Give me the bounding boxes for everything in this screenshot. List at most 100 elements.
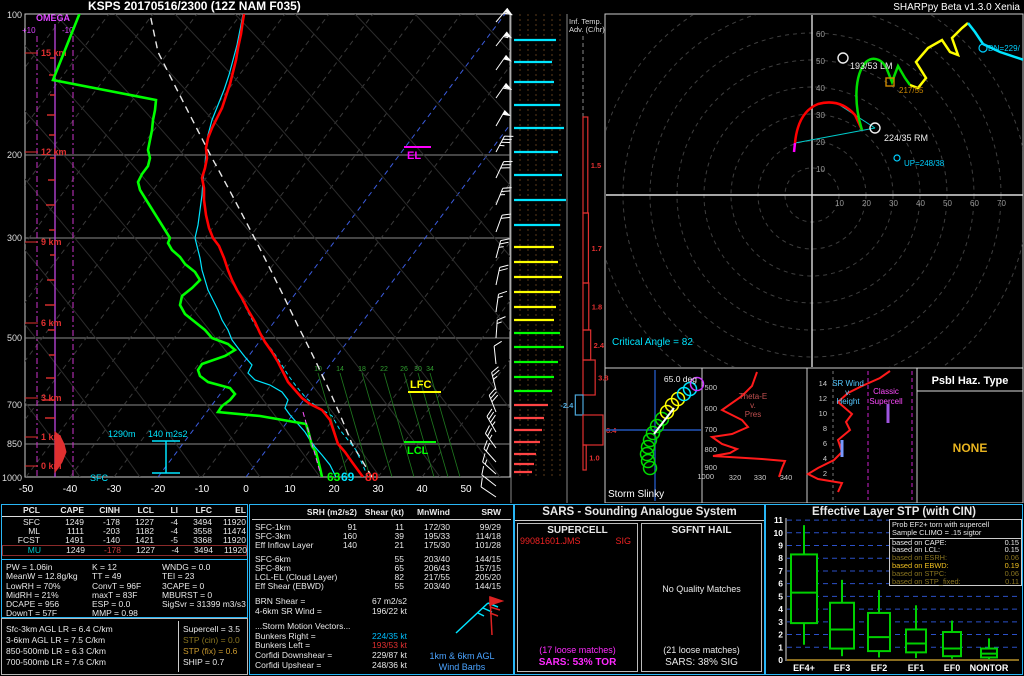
sounding-canvas[interactable]: KSPS 20170516/2300 (12Z NAM F035) SHARPp… — [0, 0, 1024, 504]
svg-text:500: 500 — [7, 333, 22, 343]
svg-text:3 km: 3 km — [41, 393, 62, 403]
sfc-label: SFC — [90, 473, 109, 483]
svg-text:10: 10 — [314, 366, 322, 373]
sfc-dewpoint-value: 63 — [327, 470, 341, 484]
stp-y-tick: 10 — [774, 528, 784, 538]
stp-y-tick: 7 — [778, 566, 783, 576]
temp-adv-bar — [582, 444, 587, 471]
svg-text:0: 0 — [243, 484, 249, 495]
kinem-row: SFC-3km 160 39 195/33 114/18 — [255, 531, 501, 541]
stp-y-tick: 0 — [778, 655, 783, 665]
svg-text:340: 340 — [780, 473, 793, 482]
svg-text:Classic: Classic — [873, 387, 899, 396]
thetae-panel[interactable] — [709, 371, 787, 478]
wind-barb — [495, 316, 506, 339]
inflow-depth-label: 1290m — [108, 429, 136, 439]
temp-adv-bar — [582, 116, 589, 214]
stp-category-label: EF3 — [834, 663, 851, 673]
svg-text:1000: 1000 — [697, 472, 714, 481]
svg-text:1000: 1000 — [2, 473, 22, 483]
svg-text:14: 14 — [819, 379, 827, 388]
slinky-ring — [642, 432, 658, 448]
svg-text:30: 30 — [372, 484, 384, 495]
cloud-layer-wind-label: 217/55 — [899, 86, 924, 95]
svg-text:Supercell: Supercell — [869, 397, 903, 406]
thermo-col3: WNDG = 0.0 TEI = 23 3CAPE = 0 MBURST = 0 Si… — [162, 562, 246, 610]
stp-category-label: NONTOR — [970, 663, 1009, 673]
storm-slinky-panel[interactable] — [606, 370, 705, 501]
srwind-panel[interactable] — [805, 370, 913, 500]
temp-adv-value: 1.5 — [591, 161, 601, 170]
svg-text:320: 320 — [729, 473, 742, 482]
omega-panel — [36, 24, 74, 477]
wind-barb — [495, 54, 512, 71]
corfidi-up-row: Corfidi Upshear = 248/36 kt — [255, 659, 407, 670]
hodograph-canvas[interactable] — [596, 0, 1024, 411]
svg-text:2: 2 — [823, 469, 827, 478]
svg-text:20: 20 — [328, 484, 340, 495]
level-markers: EL LFC LCL SFC 63 69 80 — [90, 146, 441, 484]
svg-text:30: 30 — [816, 111, 825, 120]
svg-text:1 km: 1 km — [41, 432, 62, 442]
parcel-table-panel[interactable]: PCL CAPE CINH LCL LI LFC EL SFC 1249 -178 122… — [1, 504, 248, 560]
thermo-indices-panel[interactable]: PW = 1.06in MeanW = 12.8g/kg LowRH = 70% M… — [1, 559, 248, 618]
svg-text:100: 100 — [7, 10, 22, 20]
effective-inflow-marker — [152, 440, 180, 474]
parcel-row-fcst[interactable]: FCST 1491 -140 1421 -5 3368 11920 — [17, 535, 246, 545]
temp-adv-value: 2.4 — [594, 341, 605, 350]
sars-supercell-loose: (17 loose matches) — [539, 645, 616, 655]
wind-barb-column — [480, 7, 514, 498]
svg-text:6: 6 — [823, 439, 827, 448]
svg-text:500: 500 — [704, 383, 717, 392]
svg-text:v.: v. — [845, 388, 851, 397]
svg-text:6 km: 6 km — [41, 318, 62, 328]
ship-index: SHIP = 0.7 — [183, 657, 225, 667]
kinem-row: Eff Shear (EBWD) 55 203/40 144/15 — [255, 581, 501, 591]
parcel-trace — [149, 14, 373, 477]
slinky-title: Storm Slinky — [608, 489, 664, 500]
stp-y-tick: 4 — [778, 604, 783, 614]
stp-cin-index: STP (cin) = 0.0 — [183, 635, 240, 645]
wind-speed-panel[interactable] — [514, 14, 566, 477]
corfidi-down-marker-label: DN=229/ — [988, 44, 1021, 53]
sars-hail-loose: (21 loose matches) — [663, 645, 740, 655]
stp-box — [980, 638, 998, 660]
legend-row-cape: based on CAPE: 0.15 — [892, 537, 1019, 547]
sars-hail-prob: SARS: 38% SIG — [665, 657, 738, 668]
parcel-row-mu[interactable]: MU 1249 -178 1227 -4 3494 11920 — [2, 545, 247, 556]
slinky-ring — [689, 376, 705, 392]
sars-hail-box[interactable]: SGFNT HAIL No Quality Matches (21 loose … — [641, 523, 762, 672]
parcel-row-ml[interactable]: ML 1111 -203 1182 -4 3558 11474 — [28, 526, 246, 536]
svg-text:Height: Height — [836, 397, 860, 406]
sr-wind-row: 4-6km SR Wind = 196/22 kt — [255, 605, 407, 616]
stp-fix-index: STP (fix) = 0.6 — [183, 646, 238, 656]
sars-supercell-box[interactable]: SUPERCELL 99081601.JMS SIG (17 loose mat… — [517, 523, 638, 672]
svg-text:30: 30 — [889, 199, 898, 208]
stp-category-label: EF2 — [871, 663, 888, 673]
sars-supercell-header: SUPERCELL — [547, 525, 608, 536]
lapse-rate-panel[interactable]: Sfc-3km AGL LR = 6.4 C/km 3-6km AGL LR =… — [1, 618, 248, 675]
slinky-ring — [639, 446, 655, 462]
hodograph-axes — [606, 15, 1023, 367]
temp-adv-value: 1.8 — [592, 303, 602, 312]
wind-barb — [480, 478, 497, 498]
svg-text:-30: -30 — [107, 484, 122, 495]
temp-adv-panel[interactable]: Inf. Temp. Adv. (C/hr) 1.5 1.7 1.8 2.4 3.8 -2… — [560, 17, 617, 471]
stp-chart-panel[interactable]: Effective Layer STP (with CIN) 0 1 2 3 4 5 6 7 8… — [765, 504, 1023, 675]
storm-motion-header: ...Storm Motion Vectors... — [255, 621, 351, 632]
svg-text:-50: -50 — [19, 484, 34, 495]
svg-text:Theta-E: Theta-E — [739, 392, 767, 401]
legend-row-stpc: based on STPC: 0.06 — [892, 568, 1019, 578]
wind-barb — [495, 31, 513, 47]
window-title: KSPS 20170516/2300 (12Z NAM F035) — [88, 0, 301, 13]
kinematics-panel[interactable]: SRH (m2/s2) Shear (kt) MnWind SRW SFC-1km 9… — [249, 504, 514, 675]
wind-barb — [488, 388, 499, 413]
svg-text:700: 700 — [7, 400, 22, 410]
sars-match-row[interactable]: 99081601.JMS SIG — [520, 536, 631, 546]
agl-wind-barbs-icon — [455, 595, 505, 636]
hazard-value: NONE — [953, 441, 988, 455]
sars-panel[interactable]: SARS - Sounding Analogue System SUPERCEL… — [514, 504, 765, 675]
svg-text:12: 12 — [819, 394, 827, 403]
parcel-row-sfc[interactable]: SFC 1249 -178 1227 -4 3494 11920 — [23, 517, 246, 527]
